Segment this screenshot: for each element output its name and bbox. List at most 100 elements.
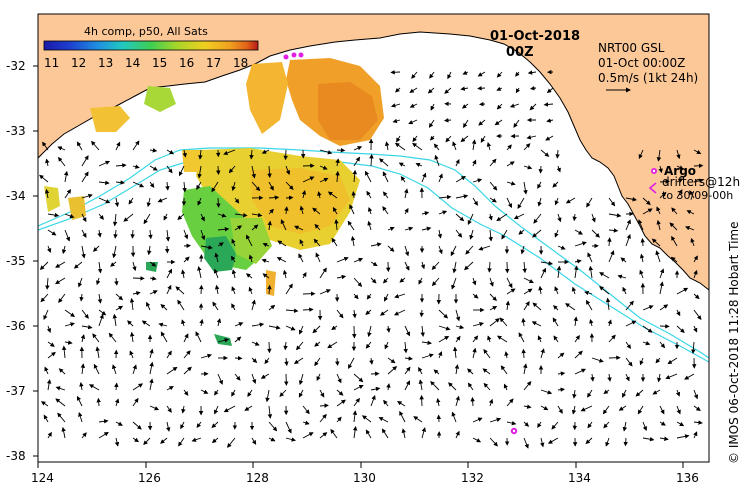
velocity-arrow bbox=[590, 373, 595, 382]
velocity-arrow bbox=[367, 220, 372, 231]
velocity-arrow bbox=[404, 356, 413, 361]
velocity-arrow bbox=[361, 415, 372, 423]
velocity-arrow bbox=[302, 272, 307, 279]
velocity-arrow bbox=[387, 366, 398, 375]
velocity-arrow bbox=[589, 318, 594, 327]
velocity-arrow bbox=[676, 287, 689, 295]
side-credit: © IMOS 06-Oct-2018 11:28 Hobart Time bbox=[727, 221, 741, 464]
velocity-arrow bbox=[573, 265, 579, 279]
velocity-arrow bbox=[166, 421, 171, 432]
velocity-arrow bbox=[112, 313, 118, 327]
velocity-arrow bbox=[537, 197, 542, 207]
velocity-arrow bbox=[520, 245, 525, 255]
velocity-arrow bbox=[496, 86, 503, 91]
velocity-arrow bbox=[659, 405, 665, 415]
velocity-arrow bbox=[455, 229, 463, 238]
drifter-track-markers bbox=[283, 52, 304, 60]
velocity-arrow bbox=[676, 434, 690, 439]
velocity-arrow bbox=[513, 213, 525, 220]
velocity-arrow bbox=[180, 421, 185, 430]
velocity-arrow bbox=[404, 226, 414, 231]
velocity-arrow bbox=[693, 309, 702, 321]
velocity-arrow bbox=[370, 277, 377, 284]
velocity-arrow bbox=[489, 417, 502, 423]
velocity-arrow bbox=[523, 437, 529, 449]
velocity-arrow bbox=[455, 309, 461, 322]
velocity-arrow bbox=[462, 70, 469, 75]
velocity-arrow bbox=[685, 226, 695, 231]
velocity-arrow bbox=[455, 395, 460, 407]
velocity-arrow bbox=[352, 169, 357, 183]
velocity-arrow bbox=[430, 135, 435, 141]
velocity-arrow bbox=[676, 325, 685, 334]
velocity-arrow bbox=[234, 225, 243, 231]
velocity-arrow bbox=[518, 229, 525, 235]
velocity-arrow bbox=[625, 219, 631, 231]
velocity-arrow bbox=[366, 190, 372, 199]
velocity-arrow bbox=[540, 149, 550, 157]
velocity-arrow bbox=[146, 301, 151, 311]
velocity-arrow bbox=[557, 245, 566, 250]
velocity-arrow bbox=[429, 71, 435, 79]
velocity-arrow bbox=[231, 238, 236, 247]
velocity-arrow bbox=[284, 357, 289, 367]
velocity-arrow bbox=[522, 261, 527, 274]
velocity-arrow bbox=[81, 432, 87, 439]
velocity-arrow bbox=[381, 428, 389, 439]
velocity-arrow bbox=[149, 361, 154, 375]
y-tick-36: -36 bbox=[6, 319, 26, 333]
velocity-arrow bbox=[315, 252, 321, 263]
velocity-arrow bbox=[127, 320, 134, 327]
velocity-arrow bbox=[285, 195, 294, 201]
argo-float-marker bbox=[510, 427, 518, 435]
velocity-arrow bbox=[227, 437, 236, 448]
velocity-arrow bbox=[501, 229, 508, 240]
velocity-arrow bbox=[285, 421, 292, 434]
velocity-arrow bbox=[452, 261, 457, 274]
velocity-arrow bbox=[404, 188, 409, 199]
velocity-arrow bbox=[166, 268, 173, 279]
velocity-arrow bbox=[399, 410, 406, 423]
velocity-arrow bbox=[438, 210, 448, 215]
velocity-arrow bbox=[166, 386, 174, 391]
colorbar-tick-18: 18 bbox=[233, 56, 248, 70]
velocity-arrow bbox=[231, 303, 236, 311]
velocity-arrow bbox=[268, 304, 276, 311]
velocity-arrow bbox=[267, 405, 273, 419]
velocity-arrow bbox=[336, 373, 342, 384]
velocity-arrow bbox=[196, 421, 202, 429]
velocity-arrow bbox=[370, 386, 381, 392]
velocity-arrow bbox=[472, 159, 477, 167]
velocity-arrow bbox=[489, 181, 498, 191]
velocity-arrow bbox=[370, 395, 376, 407]
velocity-arrow bbox=[115, 421, 123, 426]
velocity-arrow bbox=[89, 384, 100, 391]
velocity-arrow bbox=[503, 383, 508, 391]
velocity-arrow bbox=[574, 229, 583, 235]
velocity-arrow bbox=[622, 286, 627, 295]
velocity-arrow bbox=[149, 261, 157, 267]
velocity-arrow bbox=[132, 276, 145, 281]
velocity-arrow bbox=[352, 309, 357, 319]
velocity-arrow bbox=[523, 143, 531, 151]
velocity-arrow bbox=[78, 412, 83, 423]
velocity-arrow bbox=[693, 178, 704, 183]
velocity-arrow bbox=[149, 378, 154, 391]
velocity-arrow bbox=[45, 158, 50, 167]
velocity-arrow bbox=[693, 293, 700, 300]
velocity-arrow bbox=[472, 437, 482, 443]
velocity-arrow bbox=[330, 428, 338, 439]
velocity-arrow bbox=[622, 389, 627, 398]
velocity-arrow bbox=[262, 273, 270, 279]
velocity-arrow bbox=[351, 191, 356, 199]
velocity-arrow bbox=[676, 421, 685, 427]
velocity-arrow bbox=[412, 135, 418, 143]
velocity-arrow bbox=[191, 437, 202, 442]
velocity-arrow bbox=[638, 149, 644, 160]
velocity-arrow bbox=[477, 71, 486, 77]
velocity-arrow bbox=[183, 366, 192, 375]
velocity-arrow bbox=[268, 421, 278, 432]
velocity-arrow bbox=[79, 382, 84, 391]
velocity-arrow bbox=[366, 293, 372, 300]
